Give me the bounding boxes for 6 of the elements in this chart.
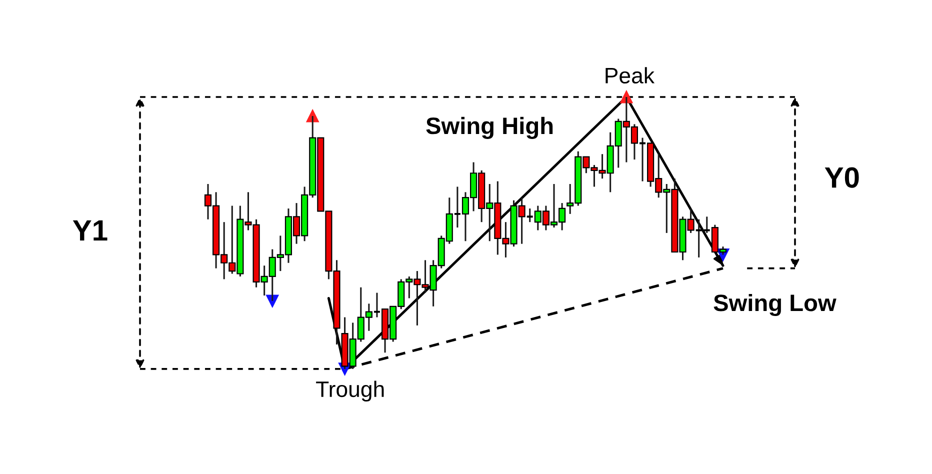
annotation: Trough <box>316 380 384 402</box>
annotation: Swing Low <box>714 294 836 316</box>
annotation: Peak <box>606 67 655 84</box>
text: Y1 <box>72 220 108 240</box>
text: Y0 <box>824 167 859 188</box>
annotation: Swing High <box>426 116 553 139</box>
